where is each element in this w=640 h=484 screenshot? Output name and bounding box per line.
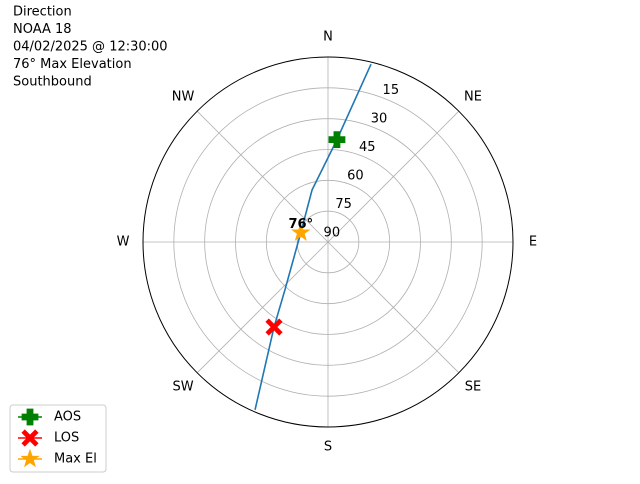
r-tick-label: 30 (371, 111, 388, 126)
legend-box (9, 404, 107, 473)
marker (328, 131, 346, 149)
marker (265, 318, 283, 336)
grid-spoke (196, 241, 329, 374)
marker (291, 222, 311, 241)
polar-frame (142, 56, 514, 428)
legend: AOS LOS Max El (9, 404, 107, 473)
title-line: NOAA 18 (13, 22, 72, 37)
title-line: 04/02/2025 @ 12:30:00 (13, 40, 168, 55)
title-line: 76° Max Elevation (13, 57, 132, 72)
legend-marker (20, 448, 40, 468)
r-tick-label: 60 (347, 168, 364, 183)
r-tick-label: 75 (335, 197, 352, 212)
annotation: 76° (288, 217, 313, 232)
grid-spoke (327, 110, 460, 243)
grid-spoke (196, 110, 329, 243)
theta-tick-label: SE (465, 379, 481, 394)
theta-tick-label: NE (464, 90, 482, 105)
legend-label: LOS (54, 431, 79, 446)
theta-tick-label: NW (172, 90, 195, 105)
legend-marker (21, 429, 39, 447)
title-line: Southbound (13, 75, 92, 90)
legend-marker (21, 408, 39, 426)
theta-tick-label: S (324, 440, 332, 455)
theta-tick-label: SW (172, 379, 193, 394)
theta-tick-label: N (323, 30, 333, 45)
legend-label: Max El (54, 452, 97, 467)
title-line: Direction (13, 5, 72, 20)
legend-label: AOS (54, 410, 81, 425)
theta-tick-label: W (117, 235, 130, 250)
theta-tick-label: E (529, 235, 537, 250)
r-tick-label: 90 (324, 225, 341, 240)
r-tick-label: 45 (359, 140, 376, 155)
r-tick-label: 15 (383, 83, 400, 98)
grid-spoke (327, 241, 460, 374)
